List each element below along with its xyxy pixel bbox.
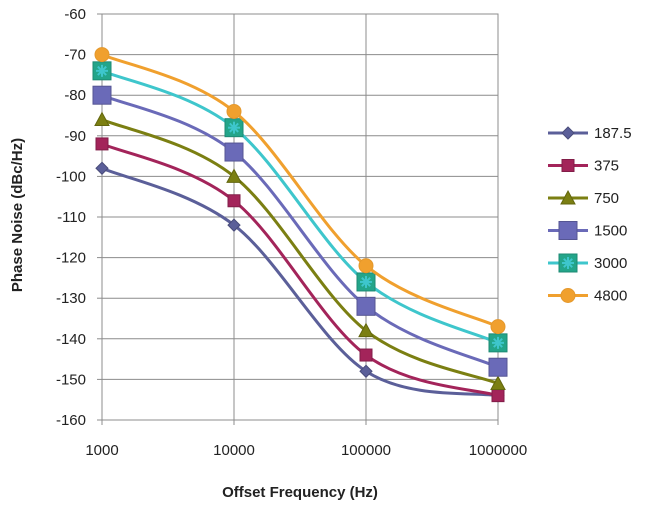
legend-label: 375: [594, 158, 619, 175]
series-750: [94, 111, 506, 390]
plot-frame: [101, 13, 499, 421]
data-point: [359, 348, 373, 362]
legend-label: 1500: [594, 223, 627, 240]
legend-marker: [561, 126, 575, 140]
series-line: [101, 93, 499, 369]
legend-entry: 187.5: [548, 125, 632, 142]
series-375: [95, 137, 505, 403]
series-layer: [92, 47, 508, 403]
data-point: [95, 161, 109, 175]
y-tick-label: -140: [56, 331, 86, 348]
data-point: [226, 168, 242, 183]
data-point: [94, 47, 110, 63]
data-point: [92, 85, 112, 105]
data-point: [227, 194, 241, 208]
legend-label: 187.5: [594, 125, 632, 142]
data-point: [358, 258, 374, 274]
series-line: [101, 69, 499, 345]
legend-entry: 3000: [548, 253, 627, 273]
data-point: [226, 103, 242, 119]
data-point: [92, 61, 112, 81]
legend-marker: [561, 159, 575, 172]
data-point: [359, 364, 373, 378]
data-point: [491, 389, 505, 403]
legend-label: 4800: [594, 288, 627, 305]
x-tick-labels: 1000 10000 100000 1000000: [85, 442, 527, 459]
series-line: [101, 118, 499, 385]
data-point: [95, 137, 109, 151]
data-point: [224, 142, 244, 162]
series-line: [101, 53, 499, 328]
series-4800: [94, 47, 506, 335]
x-tick-label: 10000: [213, 442, 255, 459]
y-tick-label: -120: [56, 250, 86, 267]
legend-marker: [560, 189, 576, 205]
legend-marker: [558, 253, 578, 273]
legend: 187.5 375 750 1500 3000 4800: [548, 125, 632, 305]
grid-layer: [97, 13, 499, 425]
y-tick-label: -60: [64, 6, 86, 23]
y-tick-label: -80: [64, 87, 86, 104]
y-tick-labels: -60 -70 -80 -90 -100 -110 -120 -130 -140 -150 -160: [56, 6, 86, 429]
data-point: [227, 218, 241, 232]
data-point: [356, 272, 376, 292]
legend-entry: 4800: [548, 288, 627, 305]
x-tick-label: 100000: [341, 442, 391, 459]
data-point: [490, 375, 506, 390]
data-point: [356, 296, 376, 316]
data-point: [488, 357, 508, 377]
series-1500: [92, 85, 508, 377]
legend-label: 750: [594, 190, 619, 207]
y-tick-label: -150: [56, 371, 86, 388]
legend-marker: [560, 288, 576, 303]
y-tick-label: -100: [56, 168, 86, 185]
data-point: [490, 319, 506, 335]
legend-entry: 1500: [548, 221, 627, 240]
data-point: [488, 333, 508, 353]
data-point: [358, 322, 374, 338]
legend-entry: 750: [548, 189, 619, 207]
series-187.5: [95, 161, 505, 403]
legend-entry: 375: [548, 158, 619, 175]
x-axis-title: Offset Frequency (Hz): [222, 484, 378, 501]
data-point: [94, 111, 110, 127]
y-tick-label: -70: [64, 47, 86, 64]
y-axis-title: Phase Noise (dBc/Hz): [9, 138, 26, 292]
y-tick-label: -160: [56, 412, 86, 429]
series-line: [101, 166, 499, 398]
series-3000: [92, 61, 508, 353]
series-line: [101, 142, 499, 398]
y-tick-label: -130: [56, 290, 86, 307]
y-tick-label: -110: [57, 209, 86, 226]
x-tick-label: 1000: [85, 442, 118, 459]
y-tick-label: -90: [64, 128, 86, 145]
legend-marker: [558, 221, 578, 240]
x-tick-label: 1000000: [469, 442, 527, 459]
legend-label: 3000: [594, 255, 627, 272]
data-point: [224, 118, 244, 138]
